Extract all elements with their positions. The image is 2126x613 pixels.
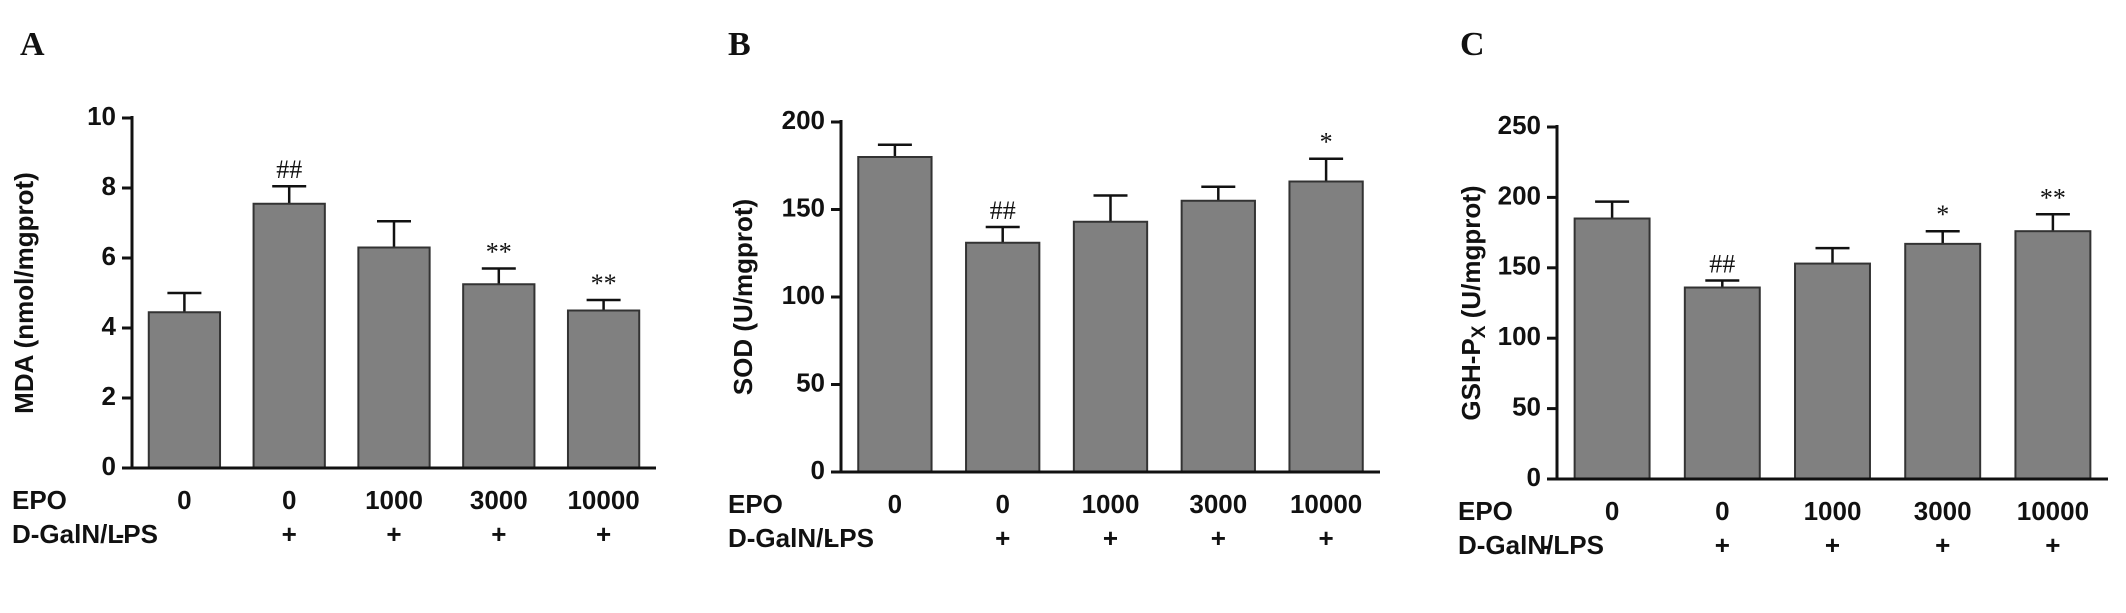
y-tick-label: 50 bbox=[796, 367, 825, 397]
y-axis-label-rest: (U/mgprot) bbox=[1456, 185, 1486, 325]
second-row-label: + bbox=[1211, 523, 1226, 553]
x-tick-label: 3000 bbox=[1189, 489, 1247, 519]
second-row-label: + bbox=[2045, 530, 2060, 560]
y-axis-label-text: MDA (nmol/mgprot) bbox=[9, 172, 39, 414]
bar bbox=[1288, 180, 1364, 473]
second-row-label: + bbox=[1103, 523, 1118, 553]
y-tick-label: 0 bbox=[102, 451, 116, 481]
x-tick-label: 0 bbox=[1605, 496, 1619, 526]
annotation: * bbox=[1936, 200, 1949, 229]
x-tick-label: 3000 bbox=[1914, 496, 1972, 526]
bar bbox=[1573, 217, 1651, 481]
annotation: ## bbox=[1709, 249, 1735, 278]
y-tick-label: 150 bbox=[1498, 251, 1541, 281]
y-axis-label-text: GSH-P bbox=[1456, 338, 1486, 420]
annotation: ## bbox=[990, 196, 1016, 225]
second-row-label: + bbox=[596, 519, 611, 549]
bar bbox=[1904, 242, 1982, 480]
y-tick-label: 100 bbox=[1498, 321, 1541, 351]
second-row-label: - bbox=[1541, 530, 1550, 560]
bar bbox=[462, 283, 536, 469]
y-tick-label: 200 bbox=[1498, 180, 1541, 210]
y-tick-label: 0 bbox=[1527, 462, 1541, 492]
y-tick-label: 6 bbox=[102, 241, 116, 271]
second-row-label: + bbox=[1935, 530, 1950, 560]
y-tick-label: 250 bbox=[1498, 110, 1541, 140]
second-row-label: - bbox=[116, 519, 125, 549]
bar bbox=[965, 241, 1041, 473]
row-name: EPO bbox=[728, 489, 783, 519]
panel-label: A bbox=[20, 26, 45, 63]
y-axis-label-sub: X bbox=[1469, 325, 1490, 338]
second-row-label: + bbox=[491, 519, 506, 549]
annotation: ** bbox=[591, 269, 617, 298]
x-tick-label: 10000 bbox=[2017, 496, 2089, 526]
y-tick-label: 2 bbox=[102, 381, 116, 411]
second-row-label: + bbox=[1319, 523, 1334, 553]
bar bbox=[1794, 262, 1871, 480]
bar bbox=[1180, 199, 1256, 473]
panel-label: B bbox=[728, 26, 751, 63]
y-axis-label-text: SOD (U/mgprot) bbox=[728, 199, 758, 395]
second-row-label: + bbox=[1715, 530, 1730, 560]
annotation: ** bbox=[2040, 183, 2066, 212]
y-tick-label: 4 bbox=[102, 311, 117, 341]
y-tick-label: 50 bbox=[1512, 391, 1541, 421]
x-tick-label: 3000 bbox=[470, 485, 528, 515]
panel-label: C bbox=[1460, 26, 1485, 63]
bar bbox=[357, 246, 431, 469]
y-axis-label: SOD (U/mgprot) bbox=[728, 199, 758, 395]
x-tick-label: 1000 bbox=[365, 485, 423, 515]
bar bbox=[147, 311, 222, 469]
bar bbox=[252, 202, 326, 469]
y-tick-label: 8 bbox=[102, 171, 116, 201]
x-tick-label: 10000 bbox=[1290, 489, 1362, 519]
second-row-label: - bbox=[825, 523, 834, 553]
x-tick-label: 0 bbox=[995, 489, 1009, 519]
y-tick-label: 200 bbox=[782, 105, 825, 135]
y-tick-label: 150 bbox=[782, 192, 825, 222]
annotation: * bbox=[1320, 128, 1333, 157]
y-tick-label: 100 bbox=[782, 280, 825, 310]
y-axis-label: GSH-PX (U/mgprot) bbox=[1456, 185, 1490, 420]
annotation: ** bbox=[486, 237, 512, 266]
row-name: D-GalN/LPS bbox=[1458, 530, 1604, 560]
annotation: ## bbox=[276, 155, 302, 184]
row-name: D-GalN/LPS bbox=[12, 519, 158, 549]
x-tick-label: 1000 bbox=[1082, 489, 1140, 519]
bar bbox=[857, 156, 933, 473]
y-axis-label: MDA (nmol/mgprot) bbox=[9, 172, 39, 414]
bar bbox=[1683, 286, 1761, 480]
y-tick-label: 10 bbox=[87, 101, 116, 131]
row-name: EPO bbox=[12, 485, 67, 515]
row-name: EPO bbox=[1458, 496, 1513, 526]
bar bbox=[2014, 230, 2092, 480]
x-tick-label: 0 bbox=[1715, 496, 1729, 526]
second-row-label: + bbox=[282, 519, 297, 549]
row-name: D-GalN/LPS bbox=[728, 523, 874, 553]
bar bbox=[566, 309, 641, 469]
second-row-label: + bbox=[386, 519, 401, 549]
bar bbox=[1072, 220, 1149, 473]
second-row-label: + bbox=[1825, 530, 1840, 560]
x-tick-label: 1000 bbox=[1804, 496, 1862, 526]
second-row-label: + bbox=[995, 523, 1010, 553]
x-tick-label: 0 bbox=[177, 485, 191, 515]
x-tick-label: 0 bbox=[888, 489, 902, 519]
x-tick-label: 0 bbox=[282, 485, 296, 515]
x-tick-label: 10000 bbox=[567, 485, 639, 515]
y-tick-label: 0 bbox=[811, 455, 825, 485]
